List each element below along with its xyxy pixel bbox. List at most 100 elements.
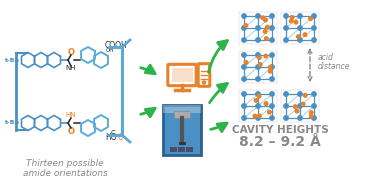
Circle shape bbox=[284, 38, 288, 42]
Text: COOH: COOH bbox=[105, 41, 128, 50]
Circle shape bbox=[270, 77, 274, 81]
Circle shape bbox=[270, 92, 274, 96]
Circle shape bbox=[256, 53, 260, 57]
Circle shape bbox=[284, 116, 288, 120]
Circle shape bbox=[256, 116, 260, 120]
Circle shape bbox=[242, 77, 246, 81]
Circle shape bbox=[270, 14, 274, 18]
Bar bbox=[163, 105, 201, 113]
Circle shape bbox=[312, 26, 316, 30]
Text: HO: HO bbox=[105, 134, 117, 142]
Circle shape bbox=[256, 77, 260, 81]
Circle shape bbox=[257, 94, 261, 98]
Circle shape bbox=[298, 38, 302, 42]
Circle shape bbox=[270, 116, 274, 120]
Circle shape bbox=[293, 105, 297, 108]
FancyBboxPatch shape bbox=[198, 64, 210, 86]
Circle shape bbox=[284, 92, 288, 96]
Circle shape bbox=[242, 53, 246, 57]
Bar bbox=[239, 12, 277, 44]
Text: CAVITY HEIGHTS: CAVITY HEIGHTS bbox=[232, 125, 328, 135]
Circle shape bbox=[297, 35, 300, 38]
Circle shape bbox=[303, 33, 307, 36]
Text: OH: OH bbox=[106, 48, 115, 53]
Text: O: O bbox=[118, 134, 124, 142]
Circle shape bbox=[290, 19, 293, 23]
Circle shape bbox=[244, 61, 248, 64]
Text: HN: HN bbox=[66, 112, 76, 118]
Circle shape bbox=[284, 26, 288, 30]
FancyBboxPatch shape bbox=[168, 64, 196, 86]
Bar bbox=[239, 51, 277, 83]
Text: t-Bu: t-Bu bbox=[5, 58, 20, 63]
Circle shape bbox=[253, 114, 257, 118]
Text: C: C bbox=[111, 130, 115, 136]
Circle shape bbox=[256, 38, 260, 42]
Circle shape bbox=[312, 14, 316, 18]
Circle shape bbox=[268, 65, 272, 69]
Circle shape bbox=[257, 114, 261, 118]
Circle shape bbox=[312, 104, 316, 108]
Circle shape bbox=[256, 26, 260, 30]
Circle shape bbox=[268, 110, 271, 114]
Bar bbox=[178, 147, 185, 152]
Circle shape bbox=[242, 92, 246, 96]
Circle shape bbox=[309, 17, 312, 21]
Bar bbox=[163, 105, 201, 155]
Text: Thirteen possible: Thirteen possible bbox=[26, 159, 104, 167]
Circle shape bbox=[295, 109, 299, 113]
Circle shape bbox=[242, 26, 246, 30]
Text: amide orientations: amide orientations bbox=[23, 169, 107, 177]
Circle shape bbox=[254, 99, 258, 102]
Circle shape bbox=[242, 116, 246, 120]
Circle shape bbox=[270, 65, 274, 69]
Circle shape bbox=[265, 37, 268, 40]
Text: acid: acid bbox=[318, 53, 334, 61]
Circle shape bbox=[203, 81, 206, 84]
Bar bbox=[170, 147, 177, 152]
Circle shape bbox=[264, 102, 268, 105]
Circle shape bbox=[256, 92, 260, 96]
Text: NH: NH bbox=[66, 65, 76, 71]
Circle shape bbox=[284, 104, 288, 108]
Bar bbox=[174, 111, 190, 118]
Circle shape bbox=[244, 24, 248, 27]
Bar bbox=[281, 12, 319, 44]
Circle shape bbox=[257, 56, 261, 59]
Circle shape bbox=[270, 38, 274, 42]
Circle shape bbox=[284, 14, 288, 18]
Circle shape bbox=[242, 38, 246, 42]
Bar bbox=[172, 68, 192, 82]
Circle shape bbox=[298, 14, 302, 18]
Circle shape bbox=[298, 116, 302, 120]
Text: distance: distance bbox=[318, 61, 350, 70]
Circle shape bbox=[312, 38, 316, 42]
Circle shape bbox=[256, 65, 260, 69]
Circle shape bbox=[310, 111, 313, 115]
Circle shape bbox=[304, 94, 307, 97]
Circle shape bbox=[301, 102, 305, 106]
Circle shape bbox=[242, 104, 246, 108]
Circle shape bbox=[312, 92, 316, 96]
Circle shape bbox=[263, 30, 267, 33]
Bar bbox=[239, 90, 277, 122]
Circle shape bbox=[312, 116, 316, 120]
Circle shape bbox=[298, 26, 302, 30]
Circle shape bbox=[264, 54, 268, 58]
Circle shape bbox=[310, 115, 313, 118]
Circle shape bbox=[290, 16, 294, 19]
Bar bbox=[281, 90, 319, 122]
Circle shape bbox=[270, 26, 274, 30]
Circle shape bbox=[259, 63, 262, 66]
Text: O: O bbox=[68, 127, 74, 135]
Text: O: O bbox=[68, 48, 74, 56]
Circle shape bbox=[268, 69, 272, 73]
Circle shape bbox=[256, 14, 260, 18]
Text: t-Bu: t-Bu bbox=[5, 120, 20, 125]
Circle shape bbox=[266, 25, 269, 29]
Circle shape bbox=[270, 53, 274, 57]
Text: 8.2 – 9.2 Å: 8.2 – 9.2 Å bbox=[239, 135, 321, 149]
Bar bbox=[186, 147, 193, 152]
Circle shape bbox=[298, 92, 302, 96]
Circle shape bbox=[264, 18, 267, 22]
